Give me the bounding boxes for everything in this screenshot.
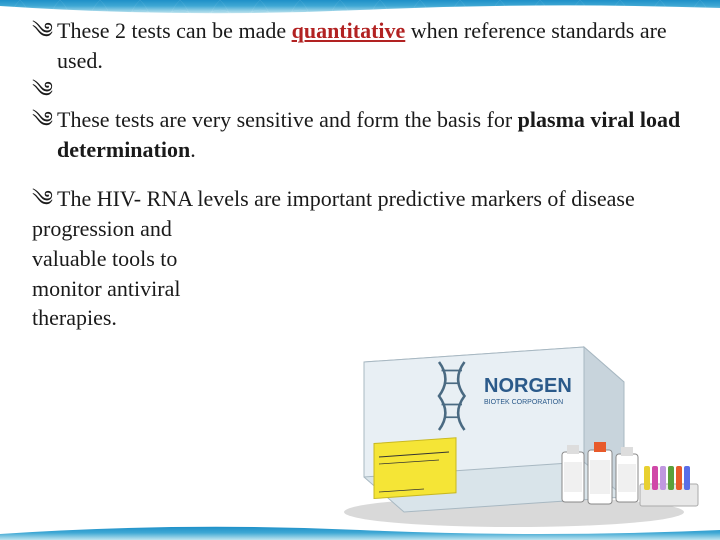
bullet-text: These 2 tests can be made quantitative w… bbox=[57, 16, 688, 75]
text-emphasis: quantitative bbox=[292, 18, 406, 43]
logo-text: NORGEN bbox=[484, 375, 572, 397]
bullet-glyph: ༄ bbox=[32, 184, 53, 214]
product-kit-image: NORGEN BIOTEK CORPORATION bbox=[324, 302, 704, 532]
bullet-item-1: ༄ These 2 tests can be made quantitative… bbox=[32, 16, 688, 75]
bullet-glyph: ༄ bbox=[32, 75, 53, 105]
spacer bbox=[32, 164, 688, 174]
slide-content: ༄ These 2 tests can be made quantitative… bbox=[0, 0, 720, 333]
bullet-glyph: ༄ bbox=[32, 16, 53, 46]
bullet-text: The HIV- RNA levels are important predic… bbox=[57, 184, 635, 214]
logo-sub: BIOTEK CORPORATION bbox=[484, 399, 563, 406]
bullet-item-3: ༄ The HIV- RNA levels are important pred… bbox=[32, 184, 688, 214]
continuation-line-1: progression and bbox=[32, 214, 688, 244]
tube-rack bbox=[640, 466, 698, 506]
text-prefix: The HIV- RNA levels are important predic… bbox=[57, 186, 635, 211]
bullet-item-empty: ༄ bbox=[32, 75, 688, 105]
bullet-text: These tests are very sensitive and form … bbox=[57, 105, 688, 164]
text-suffix: . bbox=[190, 137, 196, 162]
bullet-item-2: ༄ These tests are very sensitive and for… bbox=[32, 105, 688, 164]
spacer bbox=[32, 174, 688, 184]
bullet-glyph: ༄ bbox=[32, 105, 53, 135]
continuation-line-3: monitor antiviral bbox=[32, 274, 688, 304]
reagent-bottles bbox=[562, 442, 638, 504]
continuation-line-2: valuable tools to bbox=[32, 244, 688, 274]
text-prefix: These 2 tests can be made bbox=[57, 18, 292, 43]
text-prefix: These tests are very sensitive and form … bbox=[57, 107, 518, 132]
kit-box: NORGEN BIOTEK CORPORATION bbox=[364, 347, 624, 512]
bullet-text-empty bbox=[57, 75, 63, 105]
